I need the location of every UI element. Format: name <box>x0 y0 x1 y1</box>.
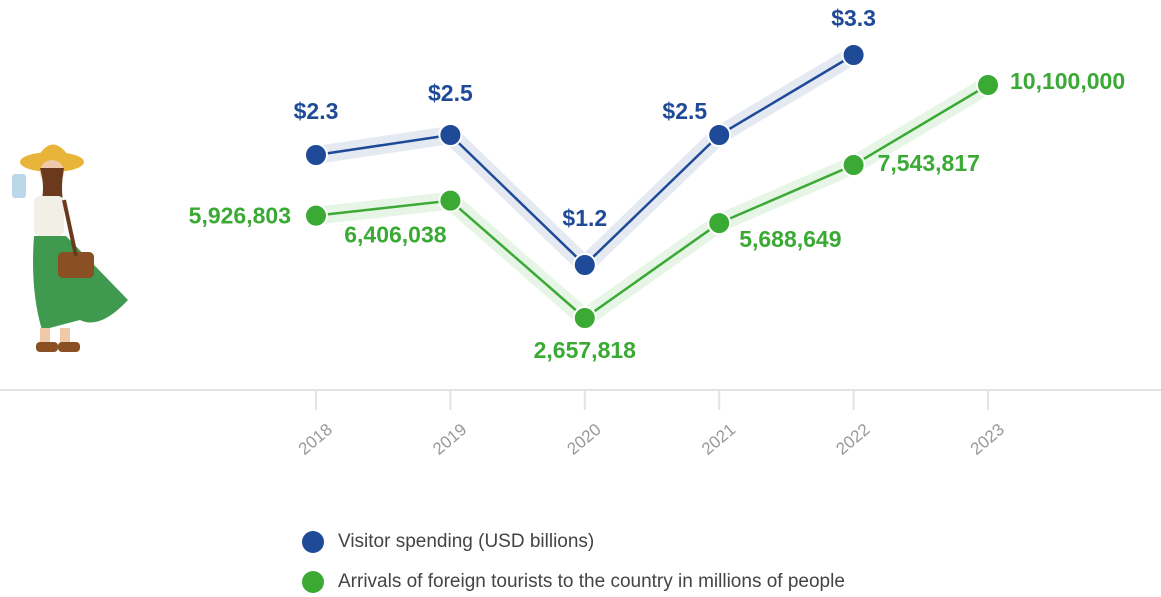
data-point <box>304 203 328 228</box>
value-label: $3.3 <box>831 5 876 31</box>
x-tick-label: 2021 <box>698 420 739 459</box>
value-label: 7,543,817 <box>878 150 980 176</box>
series-line <box>315 83 989 320</box>
data-point <box>707 123 732 147</box>
legend-label: Visitor spending (USD billions) <box>338 531 594 552</box>
value-label: 6,406,038 <box>344 222 447 248</box>
value-label: $2.3 <box>294 98 339 124</box>
data-point <box>841 153 866 178</box>
value-label: 2,657,818 <box>534 337 637 363</box>
data-point <box>707 211 732 236</box>
legend-label: Arrivals of foreign tourists to the coun… <box>338 571 845 592</box>
data-point <box>438 123 463 147</box>
value-label: 5,926,803 <box>189 203 291 229</box>
data-point <box>438 188 463 213</box>
legend-marker <box>302 571 324 593</box>
x-tick-label: 2023 <box>967 420 1008 459</box>
data-point <box>841 43 866 67</box>
value-label: 5,688,649 <box>739 226 841 252</box>
x-tick-label: 2020 <box>564 420 605 459</box>
value-label: $2.5 <box>662 98 707 124</box>
value-label: $1.2 <box>562 205 607 231</box>
value-label: $2.5 <box>428 80 473 106</box>
data-point <box>304 143 328 167</box>
data-point <box>572 253 597 277</box>
x-tick-label: 2018 <box>295 420 336 459</box>
value-label: 10,100,000 <box>1010 68 1125 94</box>
legend-marker <box>302 531 324 553</box>
x-tick-label: 2022 <box>832 420 873 459</box>
x-tick-label: 2019 <box>429 420 470 459</box>
data-point <box>976 73 1000 97</box>
data-point <box>572 306 597 330</box>
tourist-illustration <box>12 144 128 352</box>
